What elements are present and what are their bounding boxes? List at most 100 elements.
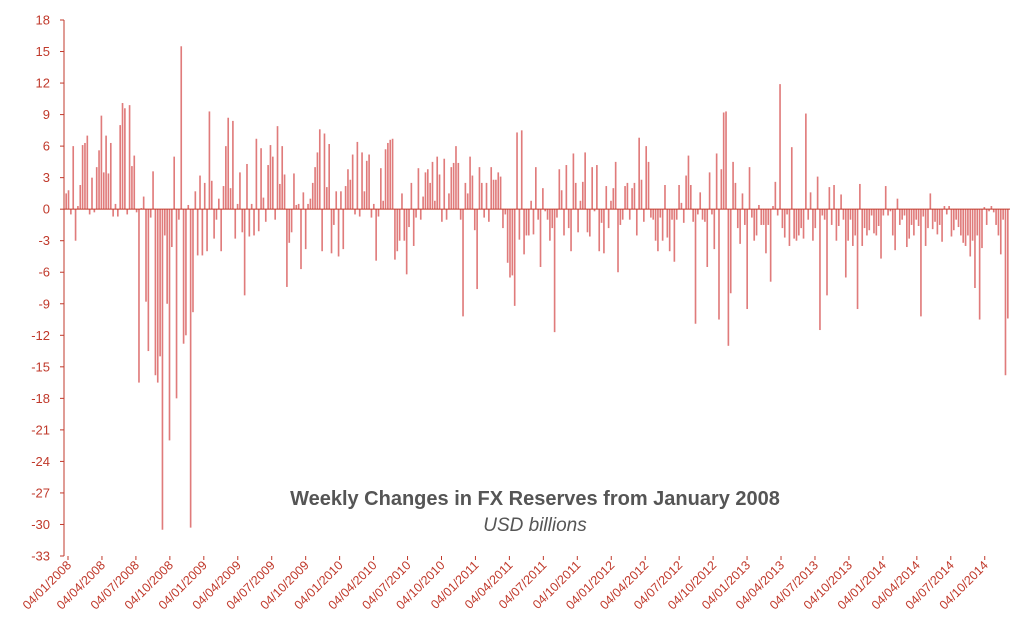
bar <box>795 209 798 241</box>
bar <box>91 177 93 210</box>
bar <box>412 209 415 246</box>
bar <box>283 174 286 210</box>
bar <box>210 180 213 210</box>
bar <box>520 130 523 210</box>
bar <box>840 194 842 210</box>
bar <box>741 193 744 210</box>
bar <box>396 209 399 252</box>
bar <box>565 165 568 210</box>
bar <box>783 209 786 238</box>
bar <box>311 182 314 210</box>
bar <box>589 209 591 237</box>
bar <box>927 209 929 229</box>
bar <box>739 209 741 244</box>
bar <box>955 209 957 220</box>
bar <box>107 173 110 210</box>
bar <box>100 115 103 210</box>
bar <box>459 209 462 220</box>
bar <box>377 209 380 217</box>
bar <box>694 209 697 324</box>
bar <box>664 185 666 210</box>
bar <box>297 203 300 210</box>
bar <box>964 209 967 246</box>
bar <box>882 209 885 216</box>
bar <box>318 129 321 210</box>
bar <box>499 176 502 210</box>
bar <box>967 209 969 236</box>
bar <box>842 209 845 220</box>
bar <box>856 209 859 310</box>
bar <box>262 197 265 210</box>
bar <box>992 209 995 213</box>
bar <box>208 111 211 210</box>
bar <box>974 209 976 288</box>
bar <box>812 209 814 241</box>
bar <box>570 209 572 252</box>
bar <box>455 146 457 210</box>
bar <box>469 156 471 210</box>
bar <box>267 165 269 210</box>
bar <box>290 209 293 233</box>
bar <box>983 207 986 210</box>
bar <box>203 182 206 210</box>
bar <box>539 209 542 267</box>
bar <box>666 209 669 238</box>
bar <box>680 202 683 210</box>
bar <box>673 209 676 262</box>
bar <box>309 198 312 210</box>
bar <box>239 172 241 210</box>
bar <box>765 209 767 254</box>
bar <box>762 209 765 225</box>
bar <box>593 209 596 212</box>
bar <box>349 179 352 210</box>
bar <box>410 182 413 210</box>
bar <box>685 175 687 210</box>
bar <box>734 182 737 210</box>
bar <box>429 182 431 210</box>
bar <box>405 209 408 275</box>
bar <box>302 192 305 210</box>
bar <box>227 117 230 210</box>
bar <box>704 209 706 222</box>
bar <box>389 139 392 210</box>
bar <box>619 209 622 225</box>
bar <box>546 209 549 220</box>
bar <box>192 209 194 313</box>
bar <box>689 185 692 210</box>
bar <box>335 191 338 210</box>
bar <box>826 209 828 296</box>
bar <box>868 209 871 231</box>
bar <box>549 209 551 241</box>
bar <box>300 209 302 270</box>
bar <box>380 168 382 210</box>
bar <box>821 209 824 216</box>
bar <box>1007 209 1009 319</box>
bar <box>401 193 403 210</box>
bar <box>314 167 316 210</box>
bar <box>875 209 878 236</box>
bar <box>171 209 173 248</box>
bar <box>225 146 227 210</box>
bar <box>152 171 154 210</box>
bar <box>187 204 190 210</box>
bar <box>391 138 394 210</box>
bar <box>422 196 424 210</box>
y-tick-label: -12 <box>31 328 50 343</box>
bar <box>279 183 281 210</box>
bar <box>124 108 126 210</box>
bar <box>189 209 192 528</box>
bar <box>222 186 225 210</box>
bar <box>628 209 631 220</box>
bar <box>250 203 253 210</box>
bar <box>229 188 232 210</box>
bar <box>253 209 255 236</box>
bar <box>612 188 615 210</box>
bar <box>272 156 274 210</box>
bar <box>903 209 906 216</box>
bar <box>506 209 509 263</box>
bar <box>403 209 406 241</box>
bar <box>844 209 847 278</box>
bar <box>661 209 664 241</box>
bar <box>687 155 690 210</box>
